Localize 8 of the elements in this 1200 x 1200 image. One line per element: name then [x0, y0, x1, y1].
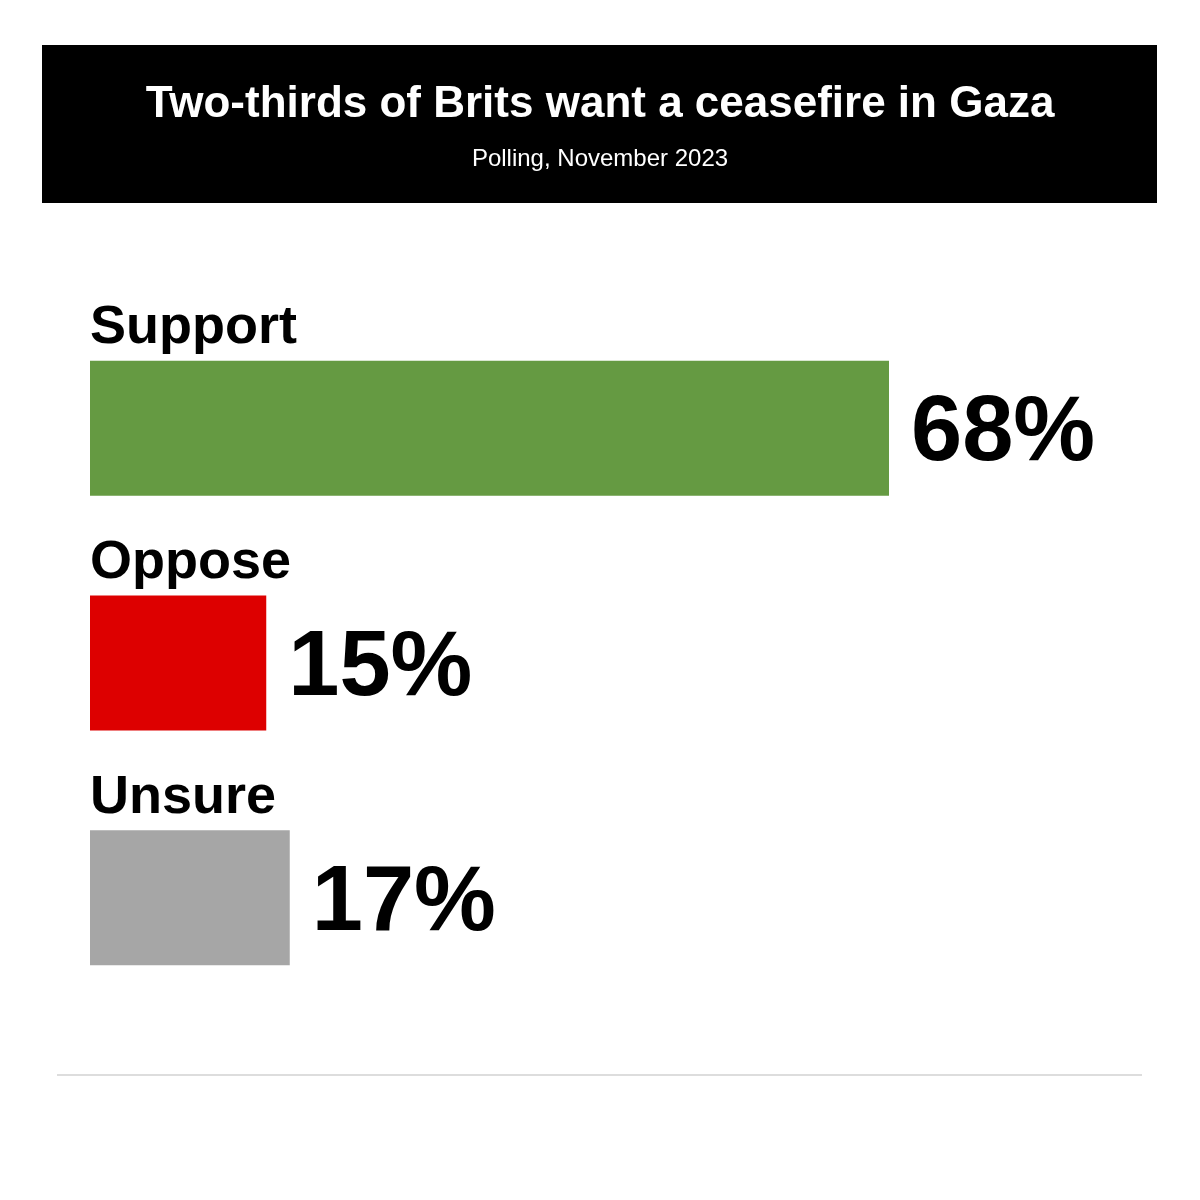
data-label: 17% — [311, 846, 496, 949]
y-tick-label: Oppose — [90, 529, 292, 589]
y-tick-label: Unsure — [90, 763, 277, 824]
data-label: 15% — [288, 612, 473, 714]
chart-subtitle: Polling, November 2023 — [471, 143, 729, 171]
y-tick-label: Support — [90, 294, 297, 355]
chart-title: Two-thirds of Brits want a ceasefire in Gaza — [145, 76, 1055, 126]
data-label: 68% — [911, 377, 1096, 480]
